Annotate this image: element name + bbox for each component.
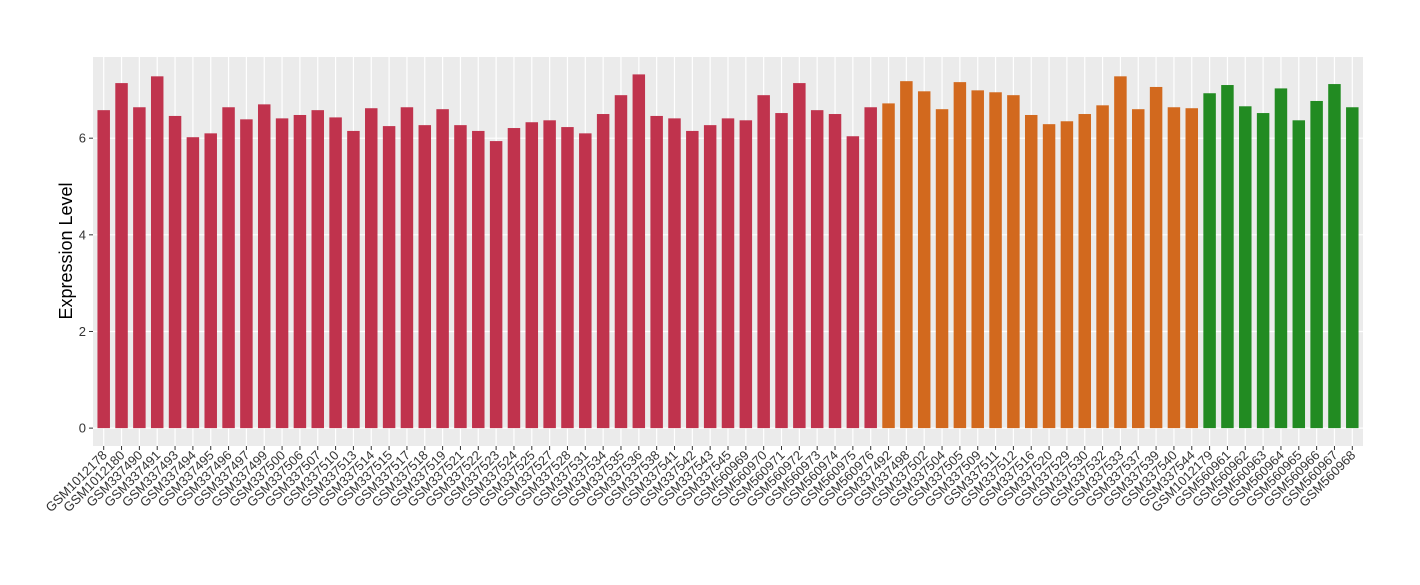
bar [186, 137, 200, 429]
bar [329, 117, 342, 429]
bar [917, 91, 931, 429]
bar [436, 109, 449, 429]
bar [1167, 107, 1181, 429]
bar [1132, 109, 1145, 429]
bar [257, 104, 271, 429]
y-tick-label: 6 [79, 131, 86, 146]
bar [454, 125, 467, 429]
bar [882, 103, 895, 429]
bar [204, 133, 217, 429]
bar [365, 108, 378, 429]
bar [1203, 93, 1216, 429]
y-tick-label: 4 [79, 227, 86, 242]
bar [1274, 88, 1288, 429]
bar [828, 114, 842, 429]
bar [1328, 84, 1341, 429]
bar [935, 109, 949, 429]
bar [632, 74, 646, 429]
bar [240, 119, 253, 429]
bar [1042, 124, 1056, 429]
bar [650, 115, 663, 429]
bar [810, 110, 824, 429]
bar [989, 92, 1002, 429]
bar [721, 118, 735, 429]
bar [275, 118, 289, 429]
bar [400, 107, 414, 429]
bar [614, 95, 628, 429]
y-tick-label: 0 [79, 421, 86, 436]
bar [1149, 86, 1163, 429]
bar [311, 110, 324, 429]
bar [1114, 76, 1127, 429]
bar [561, 127, 574, 429]
bar [1292, 120, 1306, 429]
bar [418, 125, 432, 429]
bar [864, 107, 877, 429]
bar [1239, 106, 1252, 429]
bar [596, 114, 610, 429]
bar [1024, 114, 1038, 429]
bar [1007, 95, 1020, 429]
bar [97, 110, 110, 429]
bar [1060, 121, 1074, 429]
bar [775, 113, 788, 429]
bar [971, 90, 984, 429]
bar [168, 115, 182, 429]
bar [382, 126, 396, 429]
bar [1096, 105, 1109, 429]
bar [115, 83, 128, 429]
bar [703, 125, 717, 429]
bar [293, 114, 307, 429]
bar [1221, 85, 1234, 429]
bar [1078, 114, 1091, 429]
bar [347, 130, 360, 429]
bar [489, 141, 503, 429]
bar [579, 133, 592, 429]
bar [507, 128, 521, 429]
bar [757, 95, 770, 429]
bar [1310, 100, 1323, 429]
bar [953, 82, 967, 429]
bar [1346, 107, 1359, 429]
bar [846, 136, 860, 429]
bar [1256, 113, 1270, 429]
y-axis-label: Expression Level [56, 182, 76, 319]
bar [543, 120, 556, 429]
y-tick-label: 2 [79, 324, 86, 339]
bar [1185, 108, 1199, 429]
bar [793, 83, 806, 429]
bar [686, 130, 699, 429]
bar [900, 81, 913, 429]
bar [472, 130, 485, 429]
bar [668, 118, 681, 429]
bar [150, 76, 164, 429]
bar [133, 107, 146, 429]
bar [525, 122, 539, 429]
bar [739, 120, 753, 429]
bar [222, 107, 235, 429]
